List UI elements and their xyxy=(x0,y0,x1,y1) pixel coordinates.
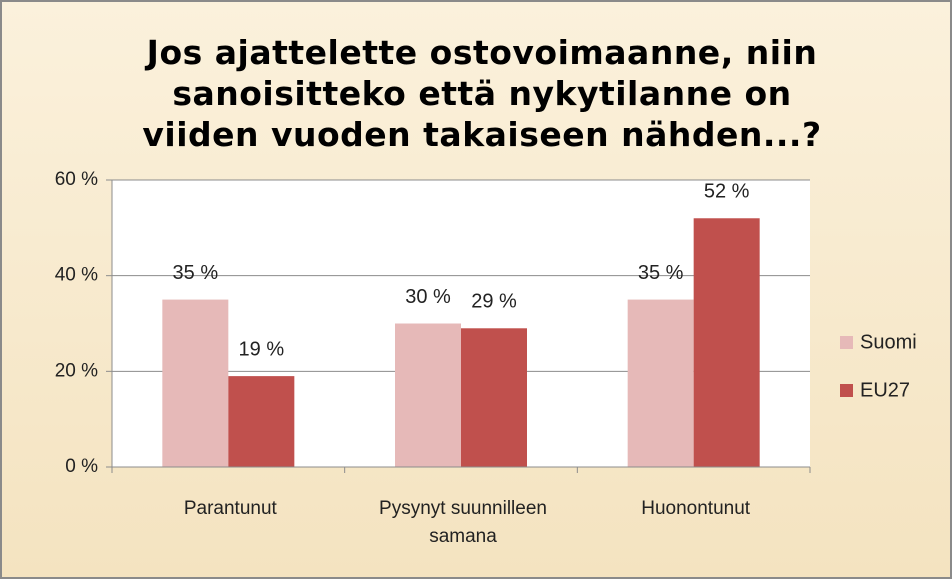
legend-label: EU27 xyxy=(860,379,910,401)
y-tick-label: 0 % xyxy=(65,456,98,477)
legend-swatch xyxy=(840,384,853,397)
bar xyxy=(162,299,229,467)
y-tick-label: 60 % xyxy=(55,169,98,190)
data-label: 29 % xyxy=(471,291,517,313)
x-tick-label: Huonontunut xyxy=(641,498,751,519)
data-label: 35 % xyxy=(173,262,219,284)
bar xyxy=(627,299,694,467)
data-label: 52 % xyxy=(704,181,750,203)
legend-swatch xyxy=(840,336,853,349)
bar xyxy=(693,218,760,467)
data-label: 30 % xyxy=(405,286,451,308)
y-tick-label: 20 % xyxy=(55,360,98,381)
chart-title: Jos ajattelette ostovoimaanne, niin sano… xyxy=(142,33,822,154)
bar xyxy=(395,323,461,467)
x-tick-label: Parantunut xyxy=(183,498,277,519)
x-tick-label: Pysynyt suunnilleen samana xyxy=(379,498,547,547)
data-label: 19 % xyxy=(239,338,285,360)
bar xyxy=(228,376,295,467)
legend-label: Suomi xyxy=(860,331,917,353)
y-tick-label: 40 % xyxy=(55,265,98,286)
bar xyxy=(461,328,527,467)
data-label: 35 % xyxy=(638,262,684,284)
